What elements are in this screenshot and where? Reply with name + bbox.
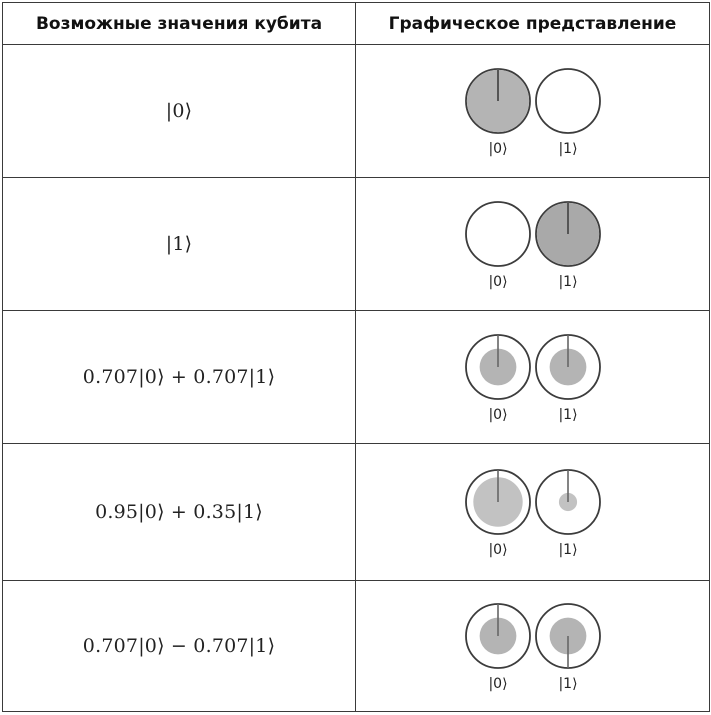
qubit-state-circle: |1⟩ bbox=[534, 469, 601, 558]
table-row: 0.707|0⟩ − 0.707|1⟩ |0⟩ |1⟩ bbox=[2, 580, 710, 712]
ket-label: |1⟩ bbox=[558, 676, 577, 692]
table-row: 0.95|0⟩ + 0.35|1⟩ |0⟩ |1⟩ bbox=[2, 443, 710, 581]
qubit-state-circle: |0⟩ bbox=[464, 334, 531, 423]
qubit-formula: 0.707|0⟩ + 0.707|1⟩ bbox=[2, 310, 356, 444]
ket-label: |0⟩ bbox=[488, 542, 507, 558]
ket-label: |0⟩ bbox=[488, 676, 507, 692]
qubit-graphic-cell: |0⟩ |1⟩ bbox=[355, 443, 710, 581]
table-row: |1⟩ |0⟩ |1⟩ bbox=[2, 177, 710, 311]
qubit-graphic-cell: |0⟩ |1⟩ bbox=[355, 177, 710, 311]
qubit-graphic-cell: |0⟩ |1⟩ bbox=[355, 310, 710, 444]
ket-label: |1⟩ bbox=[558, 274, 577, 290]
qubit-circles: |0⟩ |1⟩ bbox=[464, 68, 601, 157]
qubit-state-circle: |0⟩ bbox=[464, 68, 531, 157]
ket-label: |1⟩ bbox=[558, 542, 577, 558]
header-graphic: Графическое представление bbox=[355, 2, 710, 45]
qubit-state-circle: |1⟩ bbox=[534, 334, 601, 423]
ket-label: |1⟩ bbox=[558, 407, 577, 423]
qubit-circles: |0⟩ |1⟩ bbox=[464, 201, 601, 290]
table-row: 0.707|0⟩ + 0.707|1⟩ |0⟩ |1⟩ bbox=[2, 310, 710, 444]
qubit-circles: |0⟩ |1⟩ bbox=[464, 334, 601, 423]
qubit-circles: |0⟩ |1⟩ bbox=[464, 469, 601, 558]
amplitude-fill bbox=[466, 69, 529, 133]
qubit-state-circle: |0⟩ bbox=[464, 603, 531, 692]
circle-outline bbox=[534, 68, 601, 134]
qubit-formula: 0.707|0⟩ − 0.707|1⟩ bbox=[2, 580, 356, 712]
qubit-formula: |1⟩ bbox=[2, 177, 356, 311]
qubit-graphic-cell: |0⟩ |1⟩ bbox=[355, 44, 710, 178]
ket-label: |0⟩ bbox=[488, 141, 507, 157]
header-row: Возможные значения кубита Графическое пр… bbox=[2, 2, 710, 45]
header-values: Возможные значения кубита bbox=[2, 2, 356, 45]
qubit-formula: |0⟩ bbox=[2, 44, 356, 178]
circle-outline bbox=[464, 201, 531, 267]
qubit-state-circle: |1⟩ bbox=[534, 603, 601, 692]
ket-label: |1⟩ bbox=[558, 141, 577, 157]
qubit-state-circle: |0⟩ bbox=[464, 469, 531, 558]
ket-label: |0⟩ bbox=[488, 274, 507, 290]
qubit-state-circle: |1⟩ bbox=[534, 68, 601, 157]
qubit-circles: |0⟩ |1⟩ bbox=[464, 603, 601, 692]
ket-label: |0⟩ bbox=[488, 407, 507, 423]
qubit-graphic-cell: |0⟩ |1⟩ bbox=[355, 580, 710, 712]
qubit-formula: 0.95|0⟩ + 0.35|1⟩ bbox=[2, 443, 356, 581]
qubit-state-circle: |0⟩ bbox=[464, 201, 531, 290]
qubit-state-circle: |1⟩ bbox=[534, 201, 601, 290]
table-row: |0⟩ |0⟩ |1⟩ bbox=[2, 44, 710, 178]
